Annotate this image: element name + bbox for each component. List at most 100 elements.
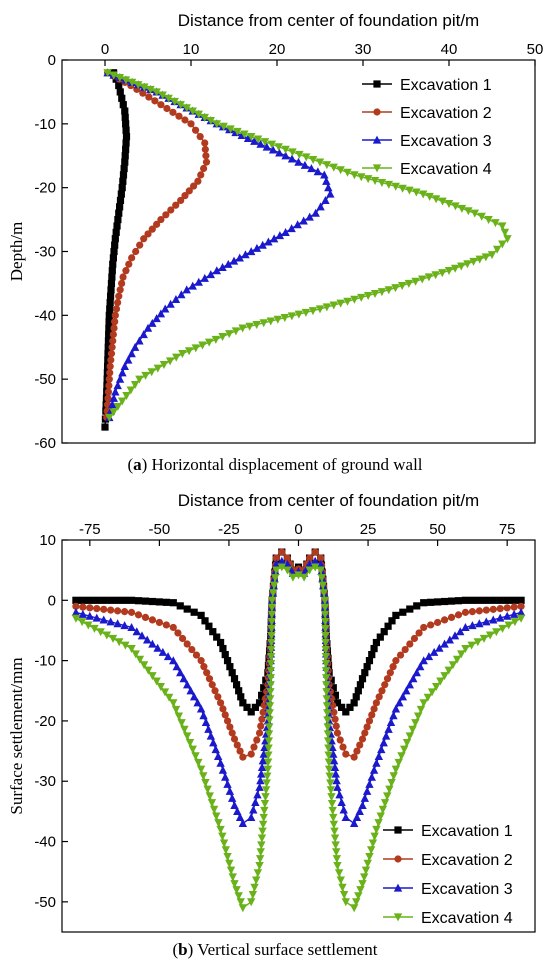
- data-point: [113, 222, 121, 230]
- data-point: [333, 862, 342, 871]
- data-point: [139, 89, 147, 97]
- data-point: [463, 260, 472, 269]
- data-point: [275, 148, 284, 157]
- data-point: [110, 247, 118, 256]
- data-point: [225, 330, 234, 339]
- data-point: [329, 749, 338, 758]
- data-point: [267, 631, 276, 640]
- data-point: [468, 608, 476, 616]
- data-point: [158, 91, 167, 100]
- data-point: [268, 589, 278, 598]
- data-point: [262, 779, 271, 788]
- data-point: [440, 672, 449, 681]
- data-point: [237, 693, 245, 701]
- data-point: [419, 190, 428, 199]
- data-point: [482, 596, 490, 604]
- data-point: [496, 605, 504, 613]
- data-point: [321, 624, 330, 633]
- data-point: [272, 554, 280, 562]
- caption-b-letter: b: [178, 940, 188, 959]
- data-point: [231, 327, 241, 336]
- data-point: [122, 145, 130, 153]
- data-point: [267, 596, 277, 605]
- data-point: [475, 619, 484, 628]
- data-point: [447, 613, 456, 621]
- data-point: [247, 133, 256, 141]
- data-point: [232, 886, 241, 895]
- x-tick-label: 20: [269, 41, 286, 58]
- data-point: [299, 216, 308, 225]
- data-point: [281, 151, 290, 160]
- data-point: [116, 286, 124, 294]
- data-point: [228, 873, 237, 882]
- data-point: [119, 177, 127, 185]
- data-point: [203, 785, 212, 794]
- data-point: [487, 251, 497, 260]
- data-point: [440, 616, 449, 624]
- data-point: [158, 647, 168, 656]
- data-point: [261, 786, 271, 795]
- data-point: [114, 596, 122, 604]
- data-point: [281, 227, 290, 236]
- chart-panel-b: -75 -50 -25 0 25 50 75100-10-20-30-40-50Distan…: [7, 491, 536, 933]
- legend-marker: [393, 913, 403, 922]
- data-point: [206, 731, 216, 740]
- data-point: [247, 247, 256, 256]
- data-point: [233, 806, 242, 815]
- data-point: [332, 848, 341, 857]
- data-point: [255, 729, 264, 737]
- data-point: [121, 107, 129, 115]
- data-point: [116, 88, 124, 96]
- data-point: [320, 170, 329, 179]
- data-point: [320, 603, 330, 612]
- data-point: [107, 606, 115, 614]
- data-point: [342, 708, 350, 716]
- data-point: [250, 743, 258, 751]
- data-point: [377, 178, 387, 187]
- legend: Excavation 1 Excavation 2 Excavation 3 Exca…: [362, 77, 492, 178]
- data-point: [162, 598, 170, 606]
- caption-a-text: Horizontal displacement of ground wall: [147, 455, 423, 474]
- data-point: [389, 772, 398, 781]
- data-point: [317, 554, 325, 562]
- data-point: [243, 703, 251, 711]
- data-point: [427, 688, 437, 697]
- data-point: [384, 622, 392, 630]
- legend-label: Excavation 3: [421, 881, 513, 898]
- data-point: [444, 267, 454, 276]
- data-point: [105, 330, 113, 339]
- data-point: [339, 891, 349, 900]
- data-point: [366, 846, 376, 855]
- data-point: [132, 247, 140, 256]
- data-point: [196, 133, 204, 141]
- data-point: [213, 633, 221, 641]
- data-point: [424, 273, 434, 282]
- data-point: [452, 655, 462, 664]
- data-point: [396, 651, 405, 659]
- data-point: [352, 813, 362, 822]
- data-point: [163, 652, 173, 661]
- data-point: [318, 581, 328, 590]
- data-point: [128, 254, 136, 262]
- data-point: [274, 143, 283, 152]
- data-point: [316, 202, 325, 211]
- y-tick-label: -20: [34, 180, 56, 197]
- data-point: [191, 126, 200, 134]
- data-point: [418, 275, 427, 284]
- data-point: [172, 353, 181, 362]
- data-point: [435, 643, 444, 652]
- data-point: [223, 853, 232, 862]
- data-point: [218, 263, 227, 272]
- data-point: [104, 388, 113, 396]
- data-point: [214, 693, 222, 701]
- data-point: [205, 792, 214, 801]
- data-point: [260, 684, 268, 692]
- data-point: [167, 206, 175, 214]
- data-point: [122, 267, 130, 275]
- data-point: [141, 613, 150, 621]
- data-point: [204, 338, 214, 347]
- data-point: [118, 279, 126, 288]
- x-tick-label: -75: [79, 521, 101, 538]
- data-point: [111, 311, 119, 319]
- data-point: [365, 717, 374, 725]
